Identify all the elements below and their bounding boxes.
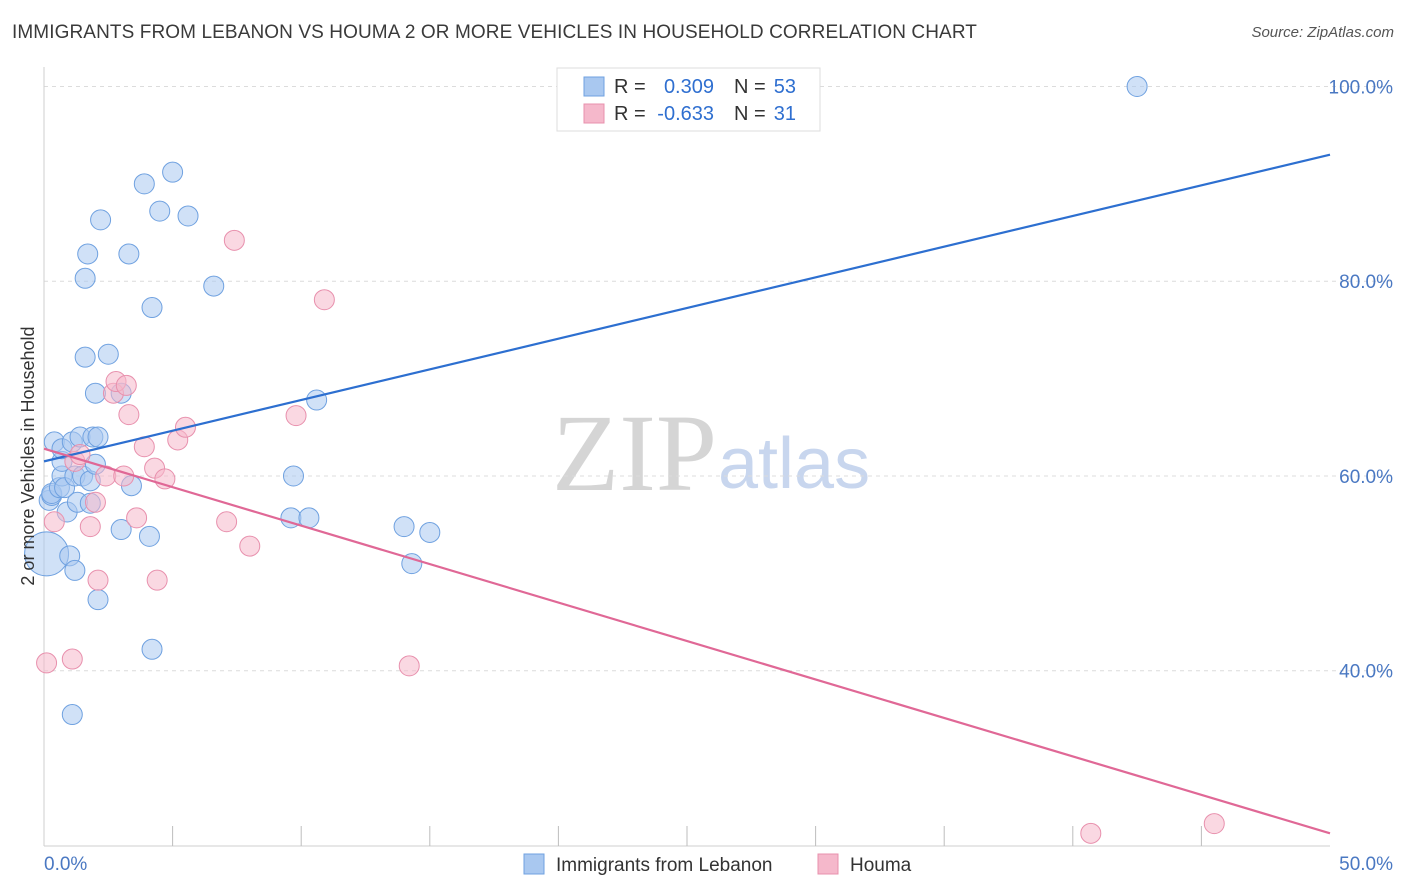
legend-n-label: N =: [734, 103, 766, 125]
point-lebanon: [419, 521, 441, 543]
point-lebanon: [141, 638, 163, 660]
watermark: ZIP atlas: [552, 392, 870, 514]
y-tick-label: 40.0%: [1339, 662, 1393, 683]
bottom-legend-swatch-lebanon: [523, 853, 545, 875]
chart-title: IMMIGRANTS FROM LEBANON VS HOUMA 2 OR MO…: [12, 22, 978, 43]
trend-line-lebanon: [43, 153, 1331, 463]
bottom-legend-swatch-houma: [817, 853, 839, 875]
point-houma: [313, 289, 335, 311]
point-houma: [36, 652, 58, 674]
point-lebanon: [118, 243, 140, 265]
point-lebanon: [149, 200, 171, 222]
point-lebanon: [133, 173, 155, 195]
point-lebanon: [97, 343, 119, 365]
y-tick-label: 80.0%: [1339, 272, 1393, 293]
point-lebanon: [74, 267, 96, 289]
point-lebanon: [401, 553, 423, 575]
point-lebanon: [162, 161, 184, 183]
x-tick-labels: 0.0% 50.0%: [44, 854, 1393, 875]
point-lebanon: [306, 389, 328, 411]
point-lebanon: [61, 704, 83, 726]
point-lebanon: [84, 382, 106, 404]
point-houma: [79, 516, 101, 538]
bottom-legend-label-lebanon: Immigrants from Lebanon: [556, 855, 773, 876]
point-houma: [84, 491, 106, 513]
x-tick-label: 50.0%: [1339, 854, 1393, 875]
legend-r-label: R =: [614, 103, 646, 125]
point-lebanon: [90, 209, 112, 231]
trend-lines: [43, 153, 1331, 835]
source-label: Source: ZipAtlas.com: [1251, 24, 1394, 41]
point-houma: [126, 507, 148, 529]
point-houma: [1080, 822, 1102, 844]
point-houma: [216, 511, 238, 533]
point-lebanon: [138, 525, 160, 547]
legend-r-value: -0.633: [657, 103, 714, 125]
point-lebanon: [203, 275, 225, 297]
point-houma: [239, 535, 261, 557]
legend-swatch-houma: [583, 103, 605, 124]
point-houma: [118, 404, 140, 426]
point-houma: [398, 655, 420, 677]
y-tick-label: 100.0%: [1329, 77, 1394, 98]
x-tick-label: 0.0%: [44, 854, 87, 875]
watermark-atlas: atlas: [718, 424, 870, 504]
point-houma: [61, 648, 83, 670]
point-houma: [43, 511, 65, 533]
point-lebanon: [64, 559, 86, 581]
data-points: [24, 75, 1225, 844]
legend-r-label: R =: [614, 76, 646, 98]
point-lebanon: [77, 243, 99, 265]
legend-n-label: N =: [734, 76, 766, 98]
y-tick-label: 60.0%: [1339, 467, 1393, 488]
point-houma: [113, 465, 135, 487]
bottom-legend-label-houma: Houma: [850, 855, 912, 876]
point-lebanon: [110, 519, 132, 541]
point-lebanon: [87, 589, 109, 611]
legend-swatch-lebanon: [583, 76, 605, 97]
point-houma: [1203, 813, 1225, 835]
grid-lines: [44, 85, 1392, 672]
y-axis-label: 2 or more Vehicles in Household: [18, 326, 38, 585]
point-houma: [146, 569, 168, 591]
bottom-legend: Immigrants from Lebanon Houma: [523, 853, 912, 876]
legend-r-value: 0.309: [664, 76, 714, 98]
point-lebanon: [1126, 75, 1148, 97]
point-lebanon: [282, 465, 304, 487]
x-ticks: [172, 826, 1202, 846]
point-lebanon: [141, 297, 163, 319]
legend-n-value: 53: [774, 76, 796, 98]
legend: R = 0.309 N = 53 R = -0.633 N = 31: [556, 67, 821, 132]
point-lebanon: [177, 205, 199, 227]
point-houma: [87, 569, 109, 591]
point-lebanon: [87, 426, 109, 448]
point-houma: [223, 229, 245, 251]
point-houma: [115, 374, 137, 396]
point-houma: [285, 405, 307, 427]
y-tick-labels: 100.0% 80.0% 60.0% 40.0%: [1329, 77, 1394, 682]
watermark-zip: ZIP: [552, 392, 717, 514]
legend-n-value: 31: [774, 103, 796, 125]
point-lebanon: [393, 516, 415, 538]
point-lebanon: [74, 346, 96, 368]
trend-line-houma: [43, 447, 1331, 835]
